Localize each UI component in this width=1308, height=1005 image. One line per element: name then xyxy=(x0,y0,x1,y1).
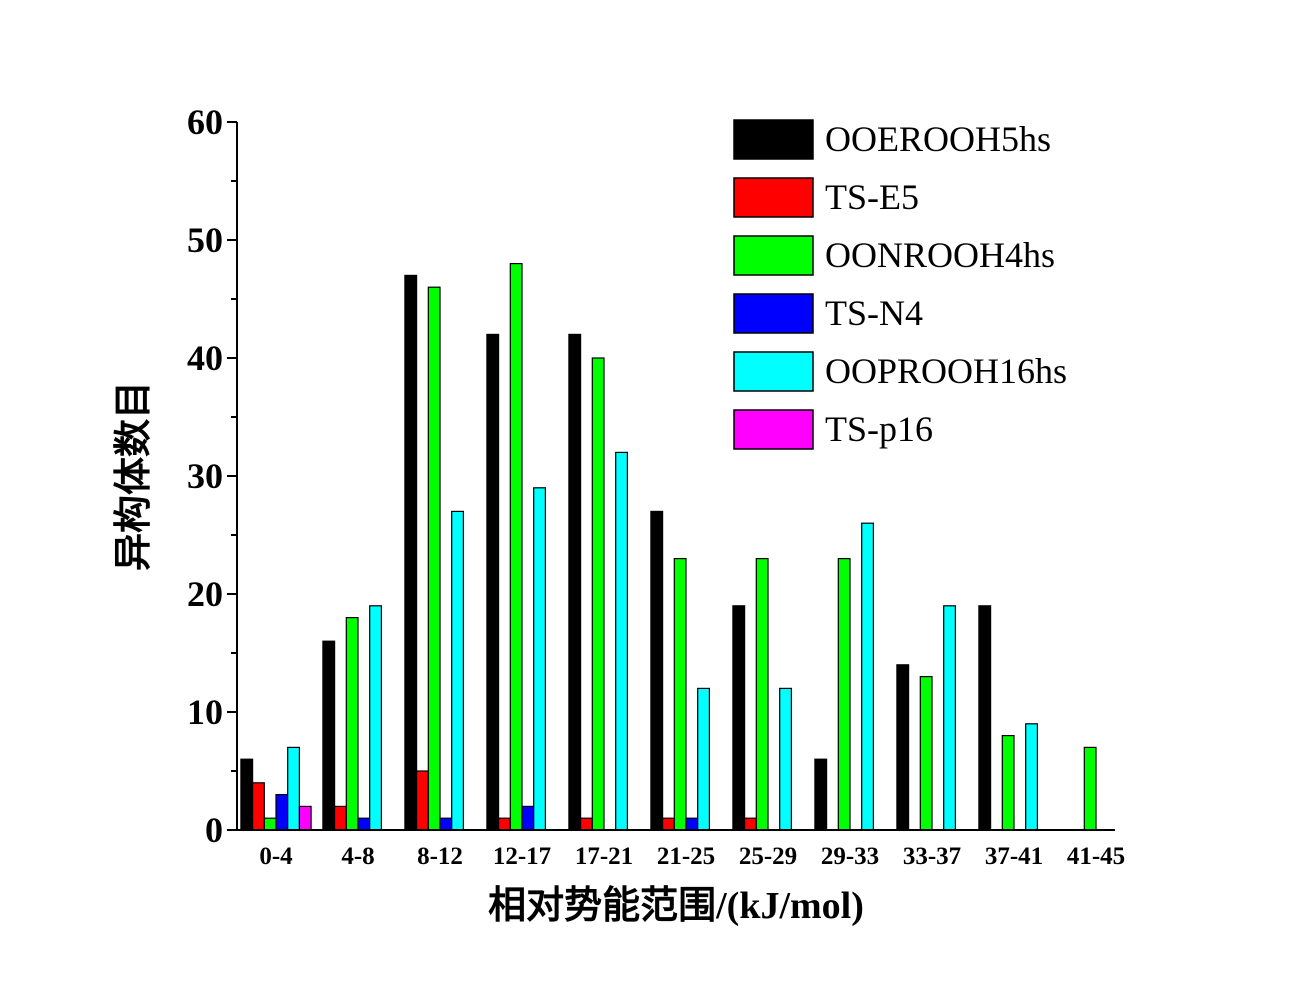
bar-OONROOH4hs-21-25 xyxy=(673,557,687,831)
x-tick-label: 0-4 xyxy=(259,843,293,870)
x-tick-label: 8-12 xyxy=(417,843,463,870)
legend-label: OOPROOH16hs xyxy=(825,351,1067,391)
y-tick-label: 0 xyxy=(205,810,223,850)
bar-OOEROOH5hs-25-29 xyxy=(732,605,746,831)
bar-TS-N4-8-12 xyxy=(439,817,453,831)
bar-OONROOH4hs-41-45 xyxy=(1083,746,1097,831)
x-tick-label: 4-8 xyxy=(341,843,374,870)
bar-OOPROOH16hs-29-33 xyxy=(861,522,875,831)
legend-swatch xyxy=(733,177,814,218)
bar-TS-E5-0-4 xyxy=(252,782,265,831)
legend-label: TS-E5 xyxy=(825,177,919,217)
bar-OONROOH4hs-33-37 xyxy=(919,675,933,831)
x-tick-label: 25-29 xyxy=(739,843,797,870)
bar-OOEROOH5hs-12-17 xyxy=(486,333,500,831)
bar-TS-E5-17-21 xyxy=(579,817,593,831)
bar-OOEROOH5hs-37-41 xyxy=(978,605,992,831)
bar-OOPROOH16hs-0-4 xyxy=(287,746,301,831)
legend-swatch xyxy=(733,293,814,334)
bar-OONROOH4hs-0-4 xyxy=(263,817,277,831)
bar-TS-N4-12-17 xyxy=(521,805,535,831)
legend-swatch xyxy=(733,235,814,276)
legend-swatch xyxy=(733,351,814,392)
bar-OONROOH4hs-8-12 xyxy=(427,286,441,831)
bar-group xyxy=(240,263,1097,831)
bar-OONROOH4hs-12-17 xyxy=(509,263,523,831)
y-tick-label: 40 xyxy=(187,338,223,378)
bar-OOEROOH5hs-21-25 xyxy=(650,510,664,831)
bar-TS-E5-21-25 xyxy=(661,817,675,831)
bar-OOPROOH16hs-4-8 xyxy=(369,605,383,831)
bar-OOEROOH5hs-29-33 xyxy=(814,758,828,831)
bar-TS-N4-0-4 xyxy=(275,793,289,831)
bar-OOEROOH5hs-33-37 xyxy=(896,664,910,831)
y-tick-label: 30 xyxy=(187,456,223,496)
legend-label: TS-p16 xyxy=(825,409,933,449)
x-tick-label: 29-33 xyxy=(821,843,879,870)
x-tick-label: 37-41 xyxy=(985,843,1043,870)
bar-OONROOH4hs-25-29 xyxy=(755,557,769,831)
bar-OONROOH4hs-17-21 xyxy=(591,357,605,831)
bar-OONROOH4hs-37-41 xyxy=(1001,734,1015,831)
y-tick-label: 50 xyxy=(187,220,223,260)
bar-OOPROOH16hs-17-21 xyxy=(615,451,629,831)
x-ticks: 0-4 4-8 8-12 12-17 17-21 21-25 25-29 29-33 33-37… xyxy=(259,843,1125,870)
bar-OOEROOH5hs-4-8 xyxy=(322,640,336,831)
bar-TS-E5-12-17 xyxy=(498,817,511,831)
legend-label: OONROOH4hs xyxy=(825,235,1055,275)
y-tick-label: 60 xyxy=(187,102,223,142)
legend-label: OOEROOH5hs xyxy=(825,119,1051,159)
bar-TS-E5-4-8 xyxy=(334,805,347,831)
bar-OOPROOH16hs-8-12 xyxy=(451,510,465,831)
bar-OOPROOH16hs-21-25 xyxy=(697,687,711,831)
bar-OONROOH4hs-29-33 xyxy=(837,557,851,831)
x-tick-label: 17-21 xyxy=(575,843,633,870)
bar-OOPROOH16hs-37-41 xyxy=(1025,723,1038,831)
bar-TS-E5-8-12 xyxy=(416,770,429,831)
bar-OOEROOH5hs-0-4 xyxy=(240,758,254,831)
y-tick-label: 10 xyxy=(187,692,223,732)
legend-swatch xyxy=(733,409,814,450)
bar-OOEROOH5hs-17-21 xyxy=(568,333,582,831)
x-tick-label: 21-25 xyxy=(657,843,715,870)
legend-swatch xyxy=(733,119,814,160)
bar-OONROOH4hs-4-8 xyxy=(345,616,359,831)
legend: OOEROOH5hs TS-E5 OONROOH4hs TS-N4 OOPROOH16h… xyxy=(733,119,1067,450)
x-tick-label: 41-45 xyxy=(1067,843,1125,870)
x-axis-label: 相对势能范围/(kJ/mol) xyxy=(488,885,864,927)
bar-TS-p16-0-4 xyxy=(298,805,312,831)
y-tick-label: 20 xyxy=(187,574,223,614)
legend-label: TS-N4 xyxy=(825,293,923,333)
x-tick-label: 33-37 xyxy=(903,843,961,870)
bar-OOPROOH16hs-25-29 xyxy=(779,687,793,831)
bar-TS-E5-25-29 xyxy=(743,817,757,831)
bar-OOPROOH16hs-33-37 xyxy=(943,605,957,831)
bar-TS-N4-21-25 xyxy=(685,817,699,831)
bar-TS-N4-4-8 xyxy=(357,817,371,831)
x-tick-label: 12-17 xyxy=(493,843,551,870)
y-axis-label: 异构体数目 xyxy=(113,381,155,571)
y-ticks: 0 10 20 30 40 50 60 xyxy=(187,102,237,850)
bar-OOEROOH5hs-8-12 xyxy=(404,274,418,831)
bar-OOPROOH16hs-12-17 xyxy=(533,487,547,831)
